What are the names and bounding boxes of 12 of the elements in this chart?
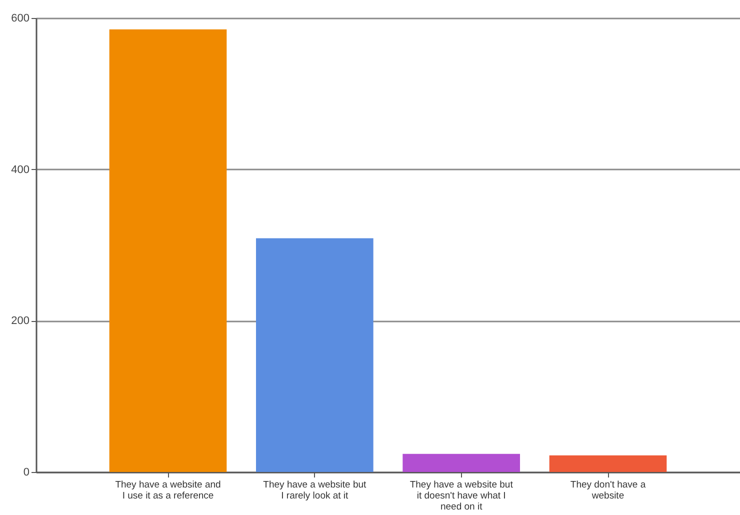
y-tick-label: 0 (23, 466, 30, 478)
x-tick-label: They have a website but I rarely look at it (263, 480, 367, 502)
y-tick-label: 600 (11, 12, 30, 24)
bar (402, 454, 520, 472)
bar (549, 455, 667, 472)
x-tick-label: They have a website and I use it as a reference (115, 480, 221, 502)
bar (256, 238, 374, 472)
y-tick-label: 200 (11, 315, 30, 328)
x-tick-label: They don't have a website (570, 480, 646, 502)
bar (109, 29, 227, 472)
y-tick-label: 400 (11, 164, 30, 176)
x-tick-label: They have a website but it doesn't have what I need on it (410, 480, 514, 512)
